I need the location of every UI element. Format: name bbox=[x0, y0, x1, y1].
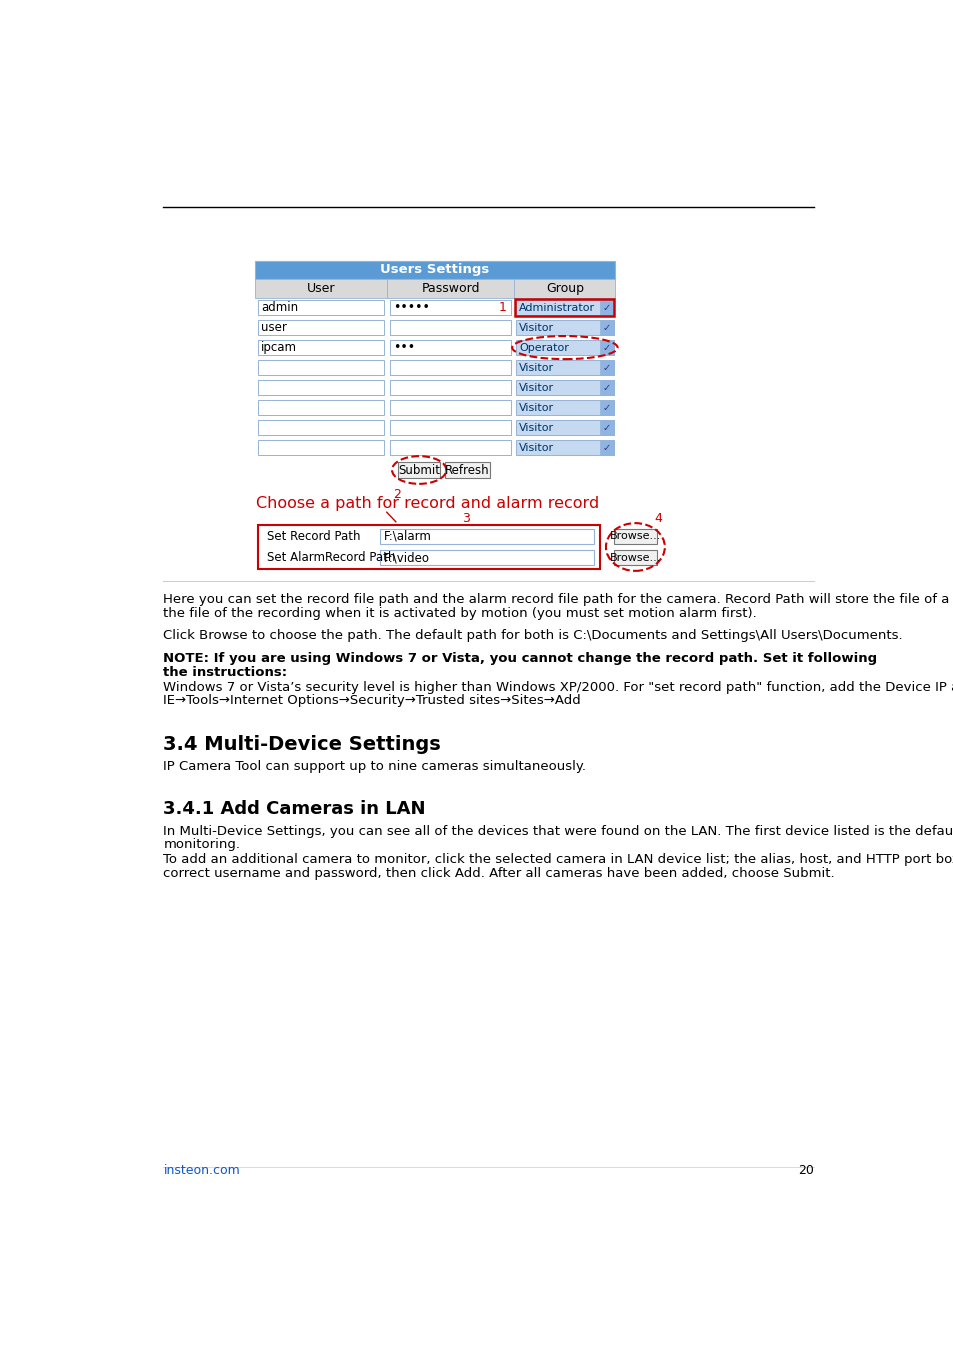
Text: Administrator: Administrator bbox=[518, 302, 595, 313]
FancyBboxPatch shape bbox=[516, 320, 613, 335]
FancyBboxPatch shape bbox=[257, 420, 383, 435]
FancyBboxPatch shape bbox=[257, 340, 383, 355]
Text: Users Settings: Users Settings bbox=[380, 263, 489, 277]
FancyBboxPatch shape bbox=[390, 400, 511, 416]
Text: Choose a path for record and alarm record: Choose a path for record and alarm recor… bbox=[255, 497, 598, 512]
FancyBboxPatch shape bbox=[599, 300, 613, 316]
Text: Browse...: Browse... bbox=[609, 552, 660, 563]
FancyBboxPatch shape bbox=[257, 440, 383, 455]
Text: Submit: Submit bbox=[397, 463, 439, 477]
Text: the file of the recording when it is activated by motion (you must set motion al: the file of the recording when it is act… bbox=[163, 606, 757, 620]
FancyBboxPatch shape bbox=[397, 462, 439, 478]
FancyBboxPatch shape bbox=[390, 320, 511, 335]
Text: insteon.com: insteon.com bbox=[163, 1164, 240, 1177]
Text: IE→Tools→Internet Options→Security→Trusted sites→Sites→Add: IE→Tools→Internet Options→Security→Trust… bbox=[163, 694, 580, 707]
FancyBboxPatch shape bbox=[599, 400, 613, 416]
FancyBboxPatch shape bbox=[516, 400, 613, 416]
FancyBboxPatch shape bbox=[599, 379, 613, 396]
Text: Windows 7 or Vista’s security level is higher than Windows XP/2000. For "set rec: Windows 7 or Vista’s security level is h… bbox=[163, 680, 953, 694]
Text: Visitor: Visitor bbox=[518, 363, 554, 373]
Text: Operator: Operator bbox=[518, 343, 568, 352]
FancyBboxPatch shape bbox=[516, 360, 613, 375]
Text: ✓: ✓ bbox=[602, 443, 610, 452]
FancyBboxPatch shape bbox=[386, 279, 514, 297]
Text: •••••: ••••• bbox=[393, 301, 429, 315]
Text: ✓: ✓ bbox=[602, 402, 610, 413]
Text: the instructions:: the instructions: bbox=[163, 666, 287, 679]
FancyBboxPatch shape bbox=[390, 360, 511, 375]
Text: monitoring.: monitoring. bbox=[163, 838, 240, 850]
Text: ✓: ✓ bbox=[602, 302, 610, 313]
Text: Here you can set the record file path and the alarm record file path for the cam: Here you can set the record file path an… bbox=[163, 593, 953, 606]
Text: Password: Password bbox=[421, 282, 479, 294]
FancyBboxPatch shape bbox=[257, 320, 383, 335]
Text: F:\alarm: F:\alarm bbox=[384, 529, 432, 543]
FancyBboxPatch shape bbox=[257, 400, 383, 416]
FancyBboxPatch shape bbox=[599, 360, 613, 375]
Text: 3: 3 bbox=[461, 512, 470, 525]
Text: Set Record Path: Set Record Path bbox=[267, 529, 360, 543]
FancyBboxPatch shape bbox=[599, 440, 613, 455]
Text: ipcam: ipcam bbox=[261, 342, 296, 354]
FancyBboxPatch shape bbox=[613, 549, 657, 566]
Text: Visitor: Visitor bbox=[518, 402, 554, 413]
Text: admin: admin bbox=[261, 301, 298, 315]
FancyBboxPatch shape bbox=[390, 420, 511, 435]
FancyBboxPatch shape bbox=[390, 340, 511, 355]
Text: ✓: ✓ bbox=[602, 423, 610, 432]
FancyBboxPatch shape bbox=[390, 300, 511, 316]
Text: Visitor: Visitor bbox=[518, 323, 554, 332]
FancyBboxPatch shape bbox=[380, 528, 594, 544]
Text: User: User bbox=[306, 282, 335, 294]
Text: Refresh: Refresh bbox=[444, 463, 489, 477]
FancyBboxPatch shape bbox=[257, 360, 383, 375]
Text: 3.4 Multi-Device Settings: 3.4 Multi-Device Settings bbox=[163, 736, 440, 755]
FancyBboxPatch shape bbox=[254, 279, 386, 297]
FancyBboxPatch shape bbox=[516, 340, 613, 355]
Text: Set AlarmRecord Path: Set AlarmRecord Path bbox=[267, 551, 395, 564]
Text: correct username and password, then click Add. After all cameras have been added: correct username and password, then clic… bbox=[163, 867, 834, 880]
Text: •••: ••• bbox=[393, 342, 415, 354]
Text: 1: 1 bbox=[498, 301, 506, 315]
Text: Visitor: Visitor bbox=[518, 382, 554, 393]
Text: Group: Group bbox=[545, 282, 583, 294]
Text: ✓: ✓ bbox=[602, 382, 610, 393]
FancyBboxPatch shape bbox=[613, 528, 657, 544]
FancyBboxPatch shape bbox=[516, 379, 613, 396]
Text: NOTE: If you are using Windows 7 or Vista, you cannot change the record path. Se: NOTE: If you are using Windows 7 or Vist… bbox=[163, 652, 877, 666]
Text: ✓: ✓ bbox=[602, 363, 610, 373]
FancyBboxPatch shape bbox=[390, 379, 511, 396]
Text: To add an additional camera to monitor, click the selected camera in LAN device : To add an additional camera to monitor, … bbox=[163, 853, 953, 867]
Text: IP Camera Tool can support up to nine cameras simultaneously.: IP Camera Tool can support up to nine ca… bbox=[163, 760, 586, 774]
FancyBboxPatch shape bbox=[516, 300, 613, 316]
FancyBboxPatch shape bbox=[390, 440, 511, 455]
Text: Click Browse to choose the path. The default path for both is C:\Documents and S: Click Browse to choose the path. The def… bbox=[163, 629, 902, 643]
FancyBboxPatch shape bbox=[516, 440, 613, 455]
Text: ✓: ✓ bbox=[602, 343, 610, 352]
Text: 4: 4 bbox=[653, 512, 661, 525]
Text: In Multi-Device Settings, you can see all of the devices that were found on the : In Multi-Device Settings, you can see al… bbox=[163, 825, 953, 837]
Text: Visitor: Visitor bbox=[518, 423, 554, 432]
FancyBboxPatch shape bbox=[444, 462, 489, 478]
FancyBboxPatch shape bbox=[257, 379, 383, 396]
Text: user: user bbox=[261, 321, 287, 333]
Text: F:\video: F:\video bbox=[384, 551, 430, 564]
Text: Visitor: Visitor bbox=[518, 443, 554, 452]
Text: 3.4.1 Add Cameras in LAN: 3.4.1 Add Cameras in LAN bbox=[163, 801, 425, 818]
Text: 20: 20 bbox=[798, 1164, 814, 1177]
FancyBboxPatch shape bbox=[599, 340, 613, 355]
FancyBboxPatch shape bbox=[599, 420, 613, 435]
FancyBboxPatch shape bbox=[257, 300, 383, 316]
FancyBboxPatch shape bbox=[514, 279, 615, 297]
FancyBboxPatch shape bbox=[516, 420, 613, 435]
FancyBboxPatch shape bbox=[254, 261, 615, 279]
Text: ✓: ✓ bbox=[602, 323, 610, 332]
FancyBboxPatch shape bbox=[599, 320, 613, 335]
Text: Browse...: Browse... bbox=[609, 531, 660, 541]
Text: 2: 2 bbox=[393, 489, 400, 501]
FancyBboxPatch shape bbox=[257, 525, 599, 568]
FancyBboxPatch shape bbox=[380, 549, 594, 566]
